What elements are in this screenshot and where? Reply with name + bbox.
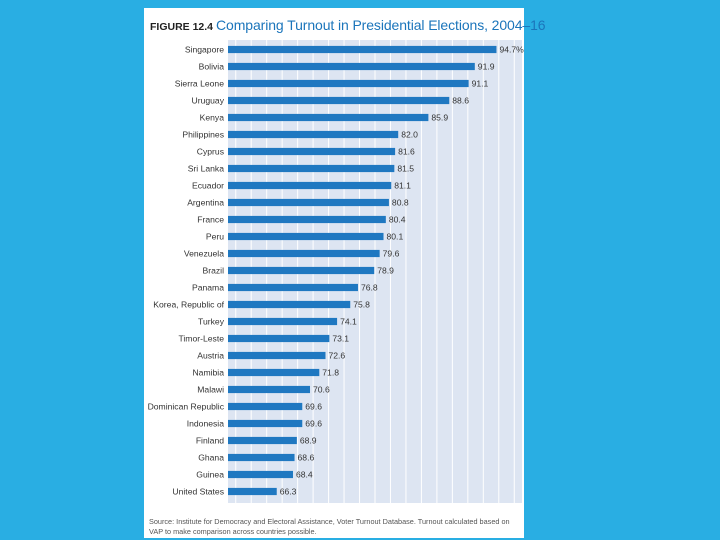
- value-label: 85.9: [431, 113, 448, 123]
- bar: [228, 385, 311, 394]
- bar: [228, 79, 469, 88]
- category-label: Peru: [206, 232, 224, 242]
- bar-chart: Singapore 94.7% Bolivia 91.9 Sierra Leone 91.…: [148, 40, 524, 503]
- value-label: 81.1: [394, 181, 411, 191]
- value-label: 80.1: [387, 232, 404, 242]
- bar: [228, 470, 293, 479]
- bar: [228, 62, 475, 71]
- category-label: Malawi: [197, 385, 224, 395]
- category-label: Ecuador: [192, 181, 224, 191]
- category-label: Ghana: [198, 453, 224, 463]
- bar: [228, 266, 375, 275]
- category-label: United States: [172, 487, 224, 497]
- bar: [228, 113, 429, 122]
- bar: [228, 147, 396, 156]
- category-label: Finland: [196, 436, 224, 446]
- category-label: France: [197, 215, 224, 225]
- value-label: 81.6: [398, 147, 415, 157]
- value-label: 79.6: [383, 249, 400, 259]
- category-label: Turkey: [198, 317, 225, 327]
- bar: [228, 232, 384, 241]
- category-label: Cyprus: [197, 147, 224, 157]
- value-label: 74.1: [340, 317, 357, 327]
- figure-label: FIGURE 12.4: [150, 21, 214, 33]
- category-label: Kenya: [200, 113, 225, 123]
- value-label: 88.6: [452, 96, 469, 106]
- bar: [228, 215, 386, 224]
- value-label: 80.4: [389, 215, 406, 225]
- bar: [228, 317, 338, 326]
- value-label: 81.5: [397, 164, 414, 174]
- value-label: 68.6: [298, 453, 315, 463]
- value-label: 71.8: [322, 368, 339, 378]
- bar: [228, 453, 295, 462]
- value-label: 82.0: [401, 130, 418, 140]
- figure-panel: FIGURE 12.4 Comparing Turnout in Presiden…: [144, 8, 546, 538]
- value-label: 75.8: [353, 300, 370, 310]
- category-label: Brazil: [203, 266, 225, 276]
- bar: [228, 45, 497, 54]
- category-label: Austria: [197, 351, 224, 361]
- value-label: 70.6: [313, 385, 330, 395]
- category-label: Namibia: [192, 368, 224, 378]
- value-label: 78.9: [377, 266, 394, 276]
- bar: [228, 487, 277, 496]
- category-label: Singapore: [185, 45, 224, 55]
- category-label: Venezuela: [184, 249, 224, 259]
- value-label: 91.9: [478, 62, 495, 72]
- category-label: Bolivia: [199, 62, 225, 72]
- category-label: Sri Lanka: [188, 164, 225, 174]
- value-label: 69.6: [305, 419, 322, 429]
- bar: [228, 198, 389, 207]
- category-label: Dominican Republic: [148, 402, 225, 412]
- figure-heading: Comparing Turnout in Presidential Electi…: [216, 17, 546, 33]
- bar: [228, 334, 330, 343]
- value-label: 80.8: [392, 198, 409, 208]
- value-label: 69.6: [305, 402, 322, 412]
- category-label: Guinea: [196, 470, 224, 480]
- bar: [228, 419, 303, 428]
- value-label: 66.3: [280, 487, 297, 497]
- figure-title: FIGURE 12.4 Comparing Turnout in Presiden…: [150, 14, 546, 36]
- bar: [228, 436, 297, 445]
- value-label: 91.1: [472, 79, 489, 89]
- bar: [228, 249, 380, 258]
- value-label: 68.9: [300, 436, 317, 446]
- bar: [228, 96, 450, 105]
- category-label: Philippines: [182, 130, 224, 140]
- category-label: Panama: [192, 283, 224, 293]
- bar: [228, 351, 326, 360]
- value-label: 73.1: [332, 334, 349, 344]
- value-label: 76.8: [361, 283, 378, 293]
- category-label: Korea, Republic of: [153, 300, 224, 310]
- source-note: Source: Institute for Democracy and Elec…: [149, 517, 510, 536]
- category-label: Timor-Leste: [178, 334, 224, 344]
- bar: [228, 402, 303, 411]
- category-label: Argentina: [187, 198, 224, 208]
- value-label: 94.7%: [499, 45, 524, 55]
- bar: [228, 300, 351, 309]
- category-label: Sierra Leone: [175, 79, 224, 89]
- category-label: Uruguay: [192, 96, 225, 106]
- bar: [228, 181, 392, 190]
- bar: [228, 368, 320, 377]
- value-label: 72.6: [328, 351, 345, 361]
- category-label: Indonesia: [187, 419, 224, 429]
- value-label: 68.4: [296, 470, 313, 480]
- bar: [228, 164, 395, 173]
- bar: [228, 130, 399, 139]
- bar: [228, 283, 358, 292]
